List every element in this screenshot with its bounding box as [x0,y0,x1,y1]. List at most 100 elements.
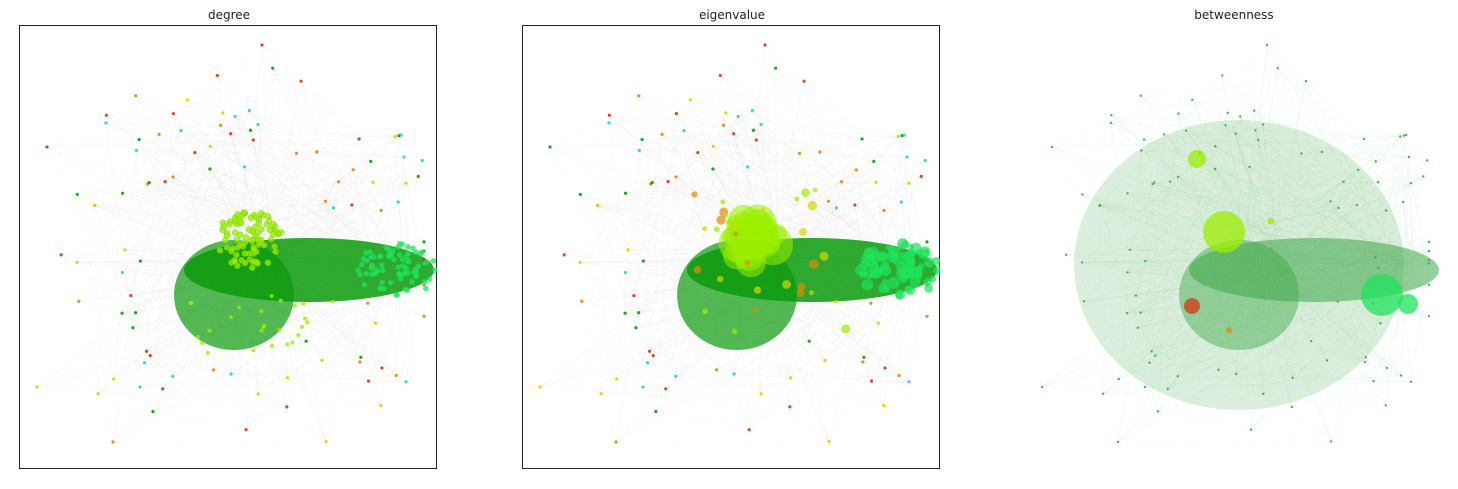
graph-node [75,192,79,197]
graph-node [361,281,368,288]
graph-node [366,301,370,305]
graph-node [1384,209,1388,212]
graph-node [242,234,250,241]
graph-node [1050,145,1054,149]
graph-node [718,73,722,78]
graph-node [75,260,79,265]
graph-node [882,208,886,213]
graph-node [331,299,335,304]
graph-node [1154,354,1157,357]
graph-node [420,158,424,163]
graph-node [1402,134,1406,137]
graph-node [720,199,726,205]
graph-node [1140,149,1143,152]
graph-node [296,333,301,338]
graph-node [1248,165,1251,169]
graph-node [367,249,373,256]
graph-node [357,137,361,141]
graph-node [215,73,219,78]
graph-node [271,243,278,250]
graph-node [1325,359,1329,362]
panel-degree: degree [19,0,439,489]
graph-node [1276,66,1279,70]
graph-node [422,240,426,244]
graph-node [933,265,940,276]
graph-node [104,121,108,125]
graph-node [1134,294,1138,297]
panel-betweenness: betweenness [1024,0,1444,489]
graph-node [752,307,758,313]
graph-node [794,196,800,202]
graph-node [733,216,750,233]
graph-node [208,144,212,148]
graph-node [244,428,248,432]
graph-node [236,231,244,238]
graph-node [834,299,838,304]
graph-node [422,285,429,292]
graph-node [747,428,751,432]
graph-node [864,254,877,267]
graph-node [1148,361,1151,364]
graph-node [259,328,264,333]
graph-node [430,258,437,264]
graph-node [854,168,858,172]
graph-node [402,155,406,159]
graph-node [259,308,264,313]
graph-node [788,405,792,409]
graph-node [886,244,893,251]
graph-node [323,199,328,203]
graph-node [220,223,227,230]
graph-node [641,385,645,389]
graph-node [834,206,839,210]
graph-node [711,144,715,148]
graph-node [907,380,911,384]
graph-node [369,271,375,277]
graph-node [872,159,876,163]
graph-node [745,165,750,169]
graph-node [171,374,175,378]
graph-node [732,328,738,335]
graph-node [688,98,692,102]
graph-node [1402,200,1405,204]
graph-node [861,360,865,364]
graph-node [400,271,407,278]
graph-node [1224,124,1227,127]
graph-node [271,66,275,70]
graph-node [654,409,658,414]
graph-node [1109,121,1113,125]
graph-node [874,180,878,184]
graph-node [887,276,900,289]
graph-node [763,43,767,47]
graph-node [802,79,806,83]
graph-node [1082,300,1086,303]
graph-node [179,129,183,133]
graph-node [809,259,819,270]
graph-node [226,221,233,228]
graph-node [394,373,398,378]
graph-node [1427,262,1431,265]
graph-node [112,377,116,381]
graph-node [929,275,937,283]
graph-node [1217,368,1220,372]
graph-node [359,261,365,268]
graph-node [923,256,935,268]
graph-node [301,301,306,306]
graph-node [302,316,307,321]
graph-node [260,241,268,249]
graph-node [615,377,619,381]
graph-node [899,200,903,204]
graph-node [876,321,881,325]
graph-node [1214,145,1217,148]
graph-node [163,180,167,184]
network-graph-betweenness [1040,43,1439,444]
graph-node [261,325,266,330]
graph-node [379,208,383,213]
graph-node [1374,256,1377,259]
graph-node [272,248,279,255]
graph-node [1384,404,1387,407]
graph-node [721,123,726,127]
graph-node [142,361,147,365]
graph-node [623,311,627,315]
plot-frame-degree [19,25,437,469]
graph-node [292,303,297,308]
